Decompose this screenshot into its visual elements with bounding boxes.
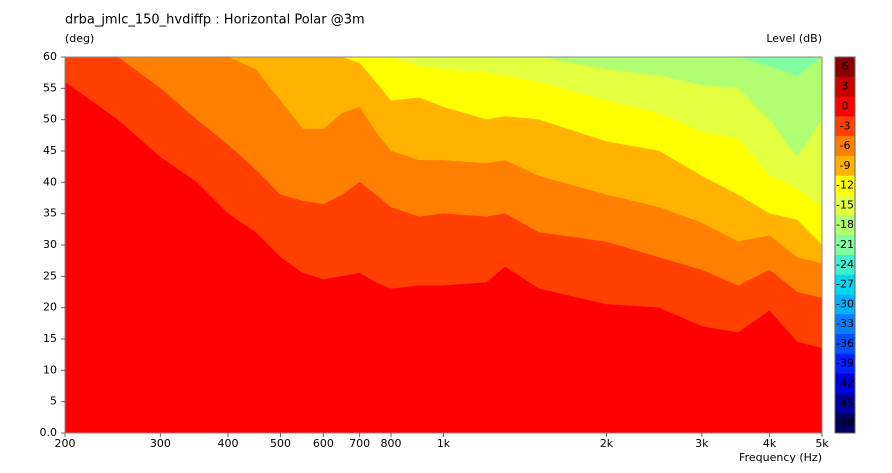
colorbar-tick-label: -6: [840, 139, 851, 152]
colorbar-tick-label: -45: [836, 396, 854, 409]
colorbar-label: Level (dB): [766, 32, 822, 45]
colorbar-cell: [835, 76, 855, 98]
y-tick-label: 55: [43, 81, 57, 94]
colorbar-tick-label: -18: [836, 218, 854, 231]
x-tick-label: 700: [349, 437, 370, 450]
colorbar-tick-label: 6: [842, 60, 849, 73]
y-tick-label: 20: [43, 301, 57, 314]
x-tick-label: 2k: [600, 437, 614, 450]
colorbar-tick-label: -39: [836, 357, 854, 370]
colorbar-tick-label: -42: [836, 377, 854, 390]
colorbar-tick-label: 0: [842, 99, 849, 112]
colorbar-cell: [835, 155, 855, 177]
y-tick-label: 5: [50, 395, 57, 408]
x-tick-label: 600: [313, 437, 334, 450]
x-tick-label: 500: [270, 437, 291, 450]
contour-band: [64, 81, 823, 434]
x-tick-label: 200: [55, 437, 76, 450]
colorbar-cell: [835, 96, 855, 117]
colorbar-cell: [835, 116, 855, 137]
y-tick-label: 45: [43, 144, 57, 157]
y-tick-label: 35: [43, 207, 57, 220]
y-tick-label: 60: [43, 50, 57, 63]
colorbar-tick-label: -36: [836, 337, 854, 350]
colorbar-cell: [835, 274, 855, 295]
x-tick-label: 5k: [815, 437, 829, 450]
x-tick-label: 800: [381, 437, 402, 450]
colorbar-cell: [835, 57, 855, 78]
y-tick-label: 25: [43, 269, 57, 282]
colorbar-tick-label: -21: [836, 238, 854, 251]
colorbar-cell: [835, 175, 855, 197]
colorbar-cell: [835, 215, 855, 236]
colorbar-cell: [835, 294, 855, 315]
colorbar-tick-label: -15: [836, 198, 854, 211]
colorbar-tick-label: -9: [840, 159, 851, 172]
y-tick-label: 30: [43, 238, 57, 251]
colorbar-tick-label: -24: [836, 258, 854, 271]
colorbar-cell: [835, 373, 855, 394]
colorbar-cell: [835, 195, 855, 216]
x-axis-label: Frequency (Hz): [739, 451, 822, 464]
colorbar-tick-label: -3: [840, 119, 851, 132]
colorbar-tick-label: -48: [836, 416, 854, 429]
x-tick-label: 400: [218, 437, 239, 450]
x-tick-label: 300: [150, 437, 171, 450]
y-tick-label: 40: [43, 175, 57, 188]
y-tick-label: 15: [43, 332, 57, 345]
colorbar-cell: [835, 413, 855, 434]
colorbar-tick-label: -33: [836, 317, 854, 330]
x-tick-label: 4k: [763, 437, 777, 450]
colorbar-tick-label: -12: [836, 179, 854, 192]
y-tick-label: 10: [43, 363, 57, 376]
y-tick-label: 50: [43, 113, 57, 126]
y-tick-label: 0.0: [40, 426, 58, 439]
colorbar-tick-label: -30: [836, 297, 854, 310]
colorbar-cell: [835, 334, 855, 355]
colorbar-tick-label: 3: [842, 80, 849, 93]
chart-title: drba_jmlc_150_hvdiffp : Horizontal Polar…: [65, 13, 365, 28]
colorbar-cell: [835, 254, 855, 276]
colorbar-frame: [834, 56, 856, 434]
colorbar-cell: [835, 353, 855, 375]
colorbar-cell: [835, 393, 855, 414]
colorbar-cell: [835, 314, 855, 335]
x-tick-label: 3k: [695, 437, 709, 450]
colorbar-cell: [835, 235, 855, 256]
colorbar-tick-label: -27: [836, 278, 854, 291]
x-tick-label: 1k: [437, 437, 451, 450]
y-axis-label: (deg): [65, 32, 94, 45]
colorbar-cell: [835, 136, 855, 157]
